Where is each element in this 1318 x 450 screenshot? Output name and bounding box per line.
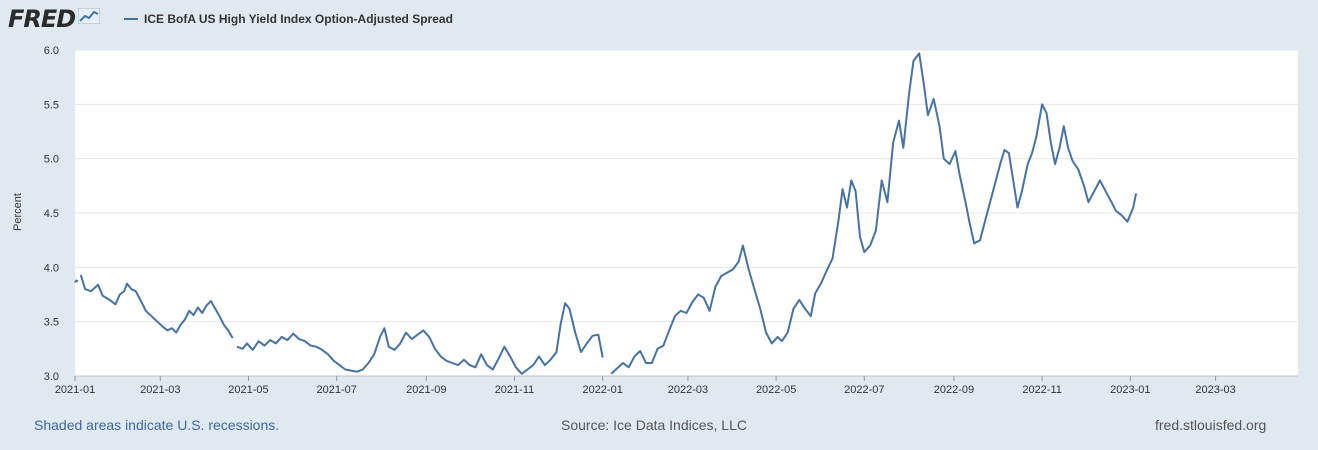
series-line-segment	[236, 302, 604, 375]
legend-series-label: ICE BofA US High Yield Index Option-Adju…	[144, 12, 453, 26]
y-axis-ticks: 3.0 3.5 4.0 4.5 5.0 5.5 6.0	[44, 45, 59, 383]
series-line-segment	[610, 52, 1138, 375]
x-tick-label: 2022-01	[582, 384, 622, 396]
series-line-segment	[79, 274, 234, 339]
x-tick-label: 2021-03	[140, 384, 180, 396]
series-line-segment	[74, 279, 79, 284]
x-axis-ticks: 2021-01 2021-03 2021-05 2021-07 2021-09 2021-…	[55, 376, 1236, 396]
x-tick-label: 2023-01	[1110, 384, 1150, 396]
y-tick-label: 4.5	[44, 208, 59, 220]
source-note: Source: Ice Data Indices, LLC	[561, 417, 747, 433]
series-lines	[74, 52, 1138, 375]
y-tick-label: 3.0	[44, 371, 59, 383]
x-tick-label: 2021-05	[228, 384, 268, 396]
x-tick-label: 2022-11	[1022, 384, 1062, 396]
y-tick-label: 6.0	[44, 45, 59, 57]
grid-lines	[75, 49, 1298, 377]
legend-series-swatch	[124, 18, 138, 20]
y-tick-label: 5.5	[44, 99, 59, 111]
y-tick-label: 5.0	[44, 154, 59, 166]
x-tick-label: 2022-05	[756, 384, 796, 396]
recessions-note[interactable]: Shaded areas indicate U.S. recessions.	[34, 417, 280, 433]
chart-legend: ICE BofA US High Yield Index Option-Adju…	[124, 12, 453, 26]
x-tick-label: 2022-07	[844, 384, 884, 396]
y-axis-label: Percent	[12, 193, 24, 231]
x-tick-label: 2021-09	[406, 384, 446, 396]
site-link[interactable]: fred.stlouisfed.org	[1155, 417, 1267, 433]
x-tick-label: 2021-07	[316, 384, 356, 396]
x-tick-label: 2022-09	[934, 384, 974, 396]
x-tick-label: 2021-01	[55, 384, 95, 396]
x-tick-label: 2022-03	[668, 384, 708, 396]
y-tick-label: 4.0	[44, 262, 59, 274]
x-tick-label: 2023-03	[1195, 384, 1235, 396]
fred-logo-text: FRED	[8, 5, 76, 33]
y-tick-label: 3.5	[44, 317, 59, 329]
x-tick-label: 2021-11	[495, 384, 535, 396]
